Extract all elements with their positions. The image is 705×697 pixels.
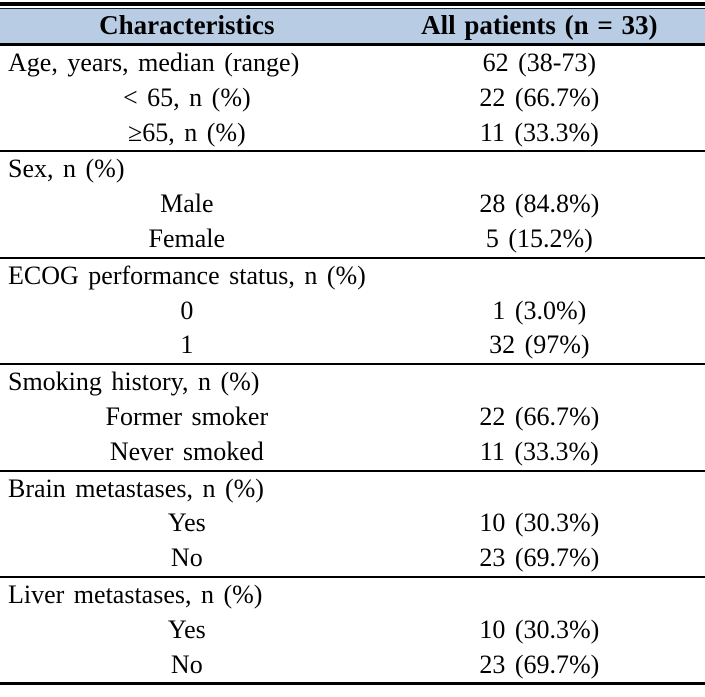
table-row: Sex, n (%) xyxy=(0,150,705,188)
table-row: Smoking history, n (%) xyxy=(0,363,705,400)
value-cell: 32 (97%) xyxy=(489,330,590,360)
value-cell: 23 (69.7%) xyxy=(373,647,705,686)
characteristic-cell: Yes xyxy=(167,508,206,538)
characteristic-cell: < 65, n (%) xyxy=(123,82,251,112)
table-row: Female 5 (15.2%) xyxy=(0,222,705,258)
characteristic-cell: Female xyxy=(148,224,226,254)
table-row: ≥65, n (%) 11 (33.3%) xyxy=(0,116,705,152)
table-row: Former smoker 22 (66.7%) xyxy=(0,400,705,435)
table-row: Yes 10 (30.3%) xyxy=(0,506,705,541)
value-cell: 11 (33.3%) xyxy=(479,436,599,466)
table-row: No 23 (69.7%) xyxy=(0,647,705,686)
table-row: Liver metastases, n (%) xyxy=(0,575,705,613)
characteristic-cell: Yes xyxy=(167,614,206,644)
table-row: Brain metastases, n (%) xyxy=(0,469,705,507)
characteristic-cell: Former smoker xyxy=(105,402,269,432)
value-cell: 62 (38-73) xyxy=(482,48,597,78)
characteristic-cell: Sex, n (%) xyxy=(0,150,374,188)
value-cell xyxy=(373,256,705,294)
table-row: Never smoked 11 (33.3%) xyxy=(0,435,705,471)
value-cell: 10 (30.3%) xyxy=(479,614,600,644)
table-row: Male 28 (84.8%) xyxy=(0,187,705,222)
characteristic-cell: ECOG performance status, n (%) xyxy=(0,256,374,294)
value-cell: 1 (3.0%) xyxy=(492,295,587,325)
value-cell xyxy=(373,150,705,188)
characteristic-cell: Smoking history, n (%) xyxy=(0,363,374,400)
characteristics-column-header: Characteristics xyxy=(0,8,374,46)
characteristic-cell: 0 xyxy=(180,295,194,325)
table-row: ECOG performance status, n (%) xyxy=(0,256,705,294)
characteristic-cell: No xyxy=(170,543,203,573)
characteristic-cell: Never smoked xyxy=(109,436,264,466)
value-cell: 5 (15.2%) xyxy=(485,224,593,254)
value-cell xyxy=(373,575,705,613)
patient-characteristics-table: Characteristics All patients (n = 33) Ag… xyxy=(0,8,705,686)
characteristic-cell: ≥65, n (%) xyxy=(127,117,246,147)
value-cell: 22 (66.7%) xyxy=(479,402,600,432)
characteristic-cell: Age, years, median (range) xyxy=(8,48,300,78)
table-row: 1 32 (97%) xyxy=(0,328,705,364)
characteristic-cell: Male xyxy=(160,189,214,219)
table-row: Age, years, median (range) 62 (38-73) xyxy=(0,45,705,81)
table-header-row: Characteristics All patients (n = 33) xyxy=(0,8,705,46)
value-cell xyxy=(373,469,705,507)
characteristic-cell: Brain metastases, n (%) xyxy=(0,469,374,507)
characteristic-cell: 1 xyxy=(180,330,194,360)
value-cell: 11 (33.3%) xyxy=(479,117,599,147)
value-cell: 10 (30.3%) xyxy=(479,508,600,538)
characteristic-cell: No xyxy=(0,647,374,686)
all-patients-column-header: All patients (n = 33) xyxy=(373,8,705,46)
table-row: 0 1 (3.0%) xyxy=(0,294,705,329)
value-cell: 23 (69.7%) xyxy=(479,543,600,573)
table-row: < 65, n (%) 22 (66.7%) xyxy=(0,81,705,116)
table-row: No 23 (69.7%) xyxy=(0,541,705,577)
value-cell: 28 (84.8%) xyxy=(479,189,600,219)
value-cell xyxy=(373,363,705,400)
value-cell: 22 (66.7%) xyxy=(479,82,600,112)
characteristic-cell: Liver metastases, n (%) xyxy=(0,575,374,613)
table-row: Yes 10 (30.3%) xyxy=(0,613,705,648)
